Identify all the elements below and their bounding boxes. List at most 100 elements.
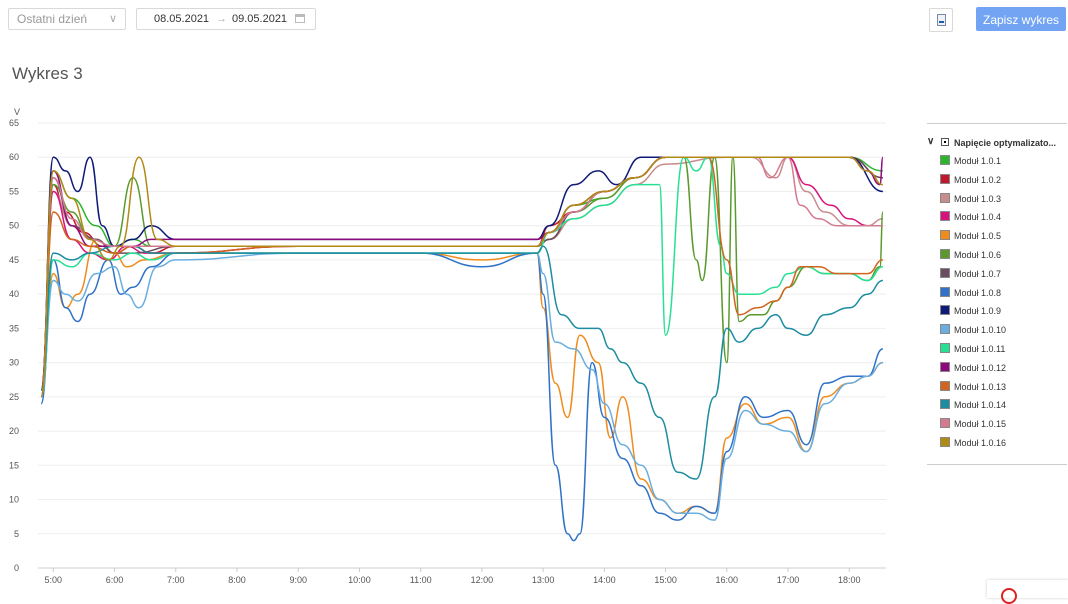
x-tick-label: 8:00 [228, 575, 246, 585]
legend-swatch[interactable] [940, 267, 950, 278]
legend-item[interactable]: Moduł 1.0.1 [927, 154, 1067, 173]
legend-item[interactable]: Moduł 1.0.12 [927, 361, 1067, 380]
legend-list: Moduł 1.0.1 Moduł 1.0.2 Moduł 1.0.3 Moduł 1… [927, 154, 1067, 455]
save-chart-button[interactable]: Zapisz wykres [976, 7, 1066, 31]
series-line-4 [40, 156, 883, 391]
legend-item[interactable]: Moduł 1.0.15 [927, 417, 1067, 436]
legend-item-label: Moduł 1.0.15 [954, 419, 1007, 430]
legend-item[interactable]: Moduł 1.0.9 [927, 304, 1067, 323]
help-icon[interactable] [1001, 588, 1017, 604]
legend-item-label: Moduł 1.0.12 [954, 362, 1007, 373]
help-widget[interactable] [987, 580, 1068, 604]
date-to[interactable]: 09.05.2021 [232, 13, 288, 25]
legend-item-label: Moduł 1.0.1 [954, 156, 1002, 166]
date-range-picker[interactable]: 08.05.2021 → 09.05.2021 [136, 8, 316, 30]
legend-item-label: Moduł 1.0.2 [954, 174, 1002, 185]
x-tick-label: 15:00 [654, 575, 677, 585]
chart-series [40, 156, 884, 542]
legend-swatch[interactable] [940, 380, 950, 391]
legend-group-label: Napięcie optymalizato... [954, 138, 1057, 148]
legend-swatch[interactable] [940, 305, 950, 316]
legend-item[interactable]: Moduł 1.0.10 [927, 323, 1067, 342]
x-tick-label: 13:00 [532, 575, 555, 585]
legend-item-label: Moduł 1.0.5 [954, 231, 1002, 242]
legend-swatch[interactable] [940, 230, 950, 241]
x-tick-label: 10:00 [348, 575, 371, 585]
legend-swatch[interactable] [940, 342, 950, 353]
group-toggle-checkbox[interactable] [941, 138, 949, 146]
y-axis-label: V [14, 107, 20, 117]
y-tick-label: 50 [9, 221, 19, 231]
series-line-12 [40, 156, 884, 391]
y-tick-label: 45 [9, 255, 19, 265]
series-line-10 [40, 252, 884, 521]
period-select[interactable]: Ostatni dzień ∨ [8, 8, 126, 30]
series-line-9 [40, 156, 884, 398]
x-tick-label: 5:00 [45, 575, 63, 585]
legend-swatch[interactable] [940, 418, 950, 429]
y-tick-label: 10 [9, 495, 19, 505]
series-line-15 [40, 156, 883, 398]
legend-item[interactable]: Moduł 1.0.8 [927, 286, 1067, 305]
date-from[interactable]: 08.05.2021 [154, 13, 210, 25]
series-line-1 [40, 156, 883, 398]
period-select-value: Ostatni dzień [17, 12, 88, 26]
line-chart: V 0 5 10 15 20 25 30 35 40 45 50 55 60 65 5:00 6:00 7:0… [9, 107, 886, 585]
legend-item[interactable]: Moduł 1.0.2 [927, 173, 1067, 192]
legend-swatch[interactable] [940, 211, 950, 222]
legend-swatch[interactable] [940, 324, 950, 335]
legend-item[interactable]: Moduł 1.0.7 [927, 267, 1067, 286]
legend-item[interactable]: Moduł 1.0.5 [927, 229, 1067, 248]
page-title: Wykres 3 [12, 64, 83, 83]
series-line-16 [40, 156, 884, 398]
x-tick-label: 11:00 [410, 575, 432, 585]
series-line-7 [40, 156, 883, 398]
date-range-arrow: → [216, 13, 227, 25]
legend-group-header[interactable]: ∨ Napięcie optymalizato... [927, 136, 1067, 152]
y-tick-label: 65 [9, 118, 19, 128]
x-tick-label: 16:00 [716, 575, 739, 585]
legend-item[interactable]: Moduł 1.0.13 [927, 380, 1067, 399]
legend-swatch[interactable] [940, 173, 950, 184]
series-line-5 [40, 238, 884, 514]
y-axis-ticks: 0 5 10 15 20 25 30 35 40 45 50 55 60 65 [9, 118, 19, 573]
legend-swatch[interactable] [940, 248, 950, 259]
legend-swatch[interactable] [940, 436, 950, 447]
y-tick-label: 30 [9, 358, 19, 368]
legend-item[interactable]: Moduł 1.0.16 [927, 436, 1067, 455]
legend-item[interactable]: Moduł 1.0.11 [927, 342, 1067, 361]
calendar-icon[interactable] [295, 14, 305, 23]
y-tick-label: 35 [9, 323, 19, 333]
legend-item-label: Moduł 1.0.3 [954, 193, 1002, 204]
legend-item[interactable]: Moduł 1.0.6 [927, 248, 1067, 267]
legend-swatch[interactable] [940, 399, 950, 410]
y-tick-label: 15 [9, 460, 19, 470]
series-line-8 [40, 252, 884, 542]
x-tick-label: 14:00 [593, 575, 616, 585]
legend-item-label: Moduł 1.0.13 [954, 381, 1007, 392]
series-line-6 [40, 156, 884, 391]
legend-item-label: Moduł 1.0.4 [954, 212, 1002, 223]
legend-item-label: Moduł 1.0.16 [954, 437, 1007, 448]
y-tick-label: 0 [14, 563, 19, 573]
series-line-11 [40, 156, 884, 398]
legend-item-label: Moduł 1.0.8 [954, 287, 1002, 298]
legend-item[interactable]: Moduł 1.0.3 [927, 192, 1067, 211]
y-tick-label: 20 [9, 426, 19, 436]
x-axis-ticks: 5:00 6:00 7:00 8:00 9:00 10:00 11:00 12:00 13:00… [45, 568, 861, 585]
legend-swatch[interactable] [940, 192, 950, 203]
legend-swatch[interactable] [940, 361, 950, 372]
chevron-down-icon[interactable]: ∨ [927, 136, 935, 147]
x-tick-label: 9:00 [289, 575, 307, 585]
x-tick-label: 7:00 [167, 575, 185, 585]
x-tick-label: 12:00 [471, 575, 494, 585]
legend-swatch[interactable] [940, 286, 950, 297]
export-pdf-button[interactable] [929, 8, 953, 32]
legend-swatch[interactable] [940, 155, 950, 165]
legend-item-label: Moduł 1.0.14 [954, 400, 1007, 411]
legend-item[interactable]: Moduł 1.0.14 [927, 398, 1067, 417]
chevron-down-icon: ∨ [108, 13, 117, 25]
x-tick-label: 18:00 [838, 575, 861, 585]
y-tick-label: 55 [9, 186, 19, 196]
legend-item[interactable]: Moduł 1.0.4 [927, 210, 1067, 229]
